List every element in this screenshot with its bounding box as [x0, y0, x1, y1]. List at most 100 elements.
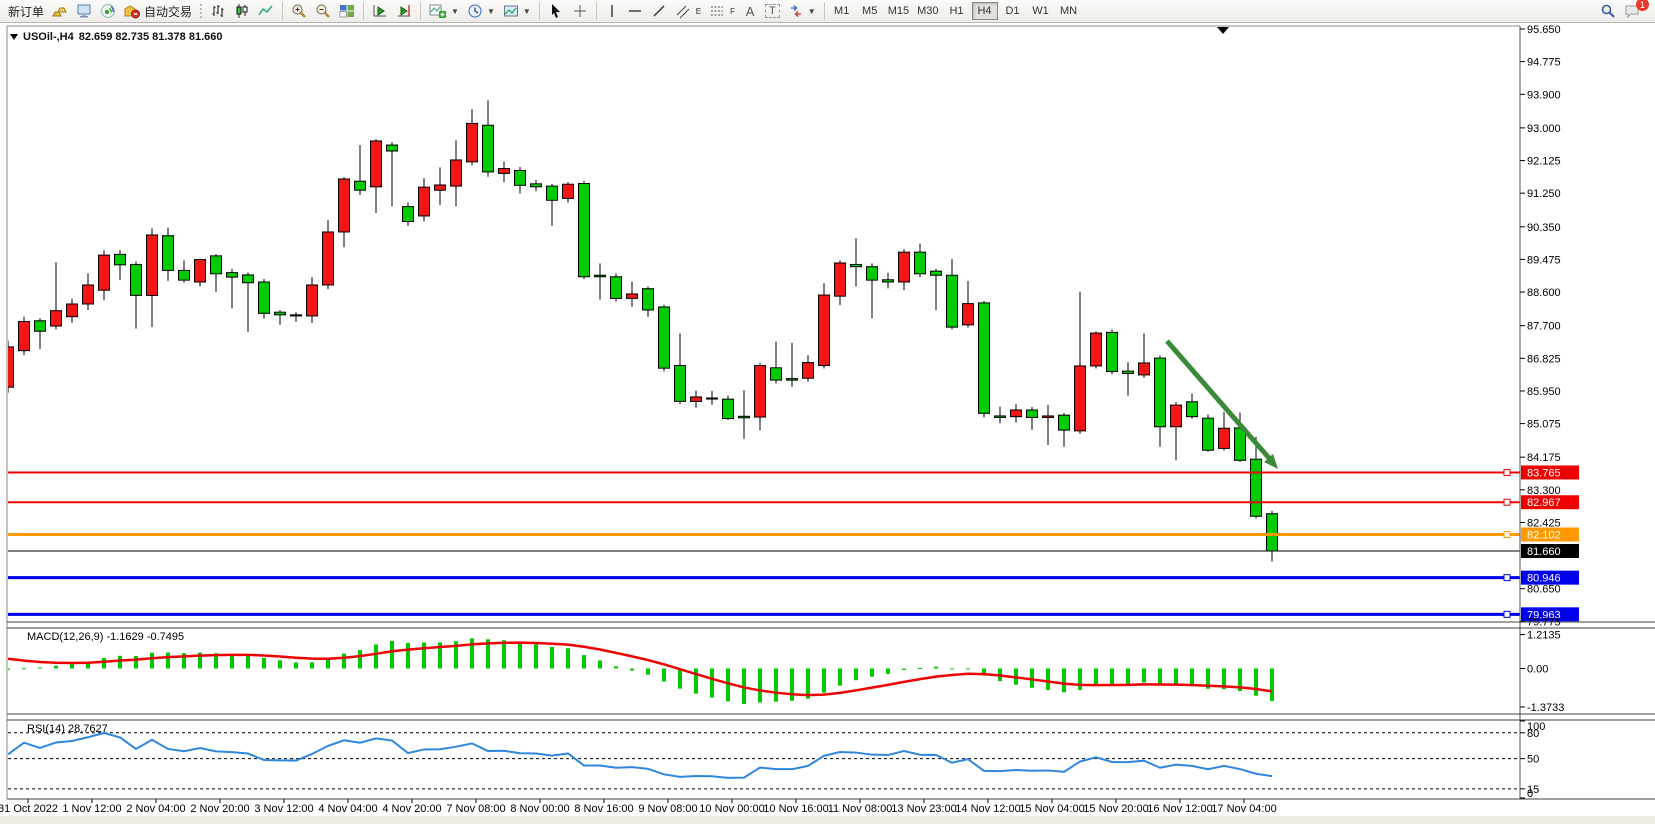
trendline-icon: [653, 5, 665, 17]
templates-button[interactable]: ▼: [499, 1, 535, 21]
timeframe-button-mn[interactable]: MN: [1059, 5, 1078, 17]
tile-windows-button[interactable]: [335, 1, 359, 21]
candle-body: [210, 255, 222, 275]
candle-body: [610, 276, 622, 299]
zoom-in-button[interactable]: [287, 1, 311, 21]
level-line-handle[interactable]: [1503, 531, 1511, 539]
candle-body: [1250, 458, 1262, 517]
candlestick-chart-button[interactable]: [230, 1, 254, 21]
macd-histogram-bar: [934, 666, 938, 669]
rsi-axis-label: 50: [1527, 754, 1539, 766]
candle-body: [466, 122, 478, 163]
chart-title-row[interactable]: USOil-,H4 82.659 82.735 81.378 81.660: [10, 31, 222, 43]
timeframe-button-m30[interactable]: M30: [917, 5, 939, 17]
candle-body: [1074, 365, 1086, 432]
crosshair-button[interactable]: [568, 1, 592, 21]
macd-axis-label: 0.00: [1527, 664, 1548, 676]
time-axis-label: 8 Nov 16:00: [574, 803, 633, 815]
equidistant-channel-button[interactable]: E: [671, 1, 705, 21]
tile-windows-icon: [339, 5, 355, 18]
time-axis-label: 14 Nov 12:00: [955, 803, 1020, 815]
price-tick-label: 84.175: [1527, 452, 1561, 464]
macd-histogram-bar: [1126, 668, 1130, 684]
candle-body: [754, 365, 766, 418]
text-button[interactable]: A: [739, 1, 761, 21]
timeframe-button-m1[interactable]: M1: [834, 5, 850, 17]
chat-button[interactable]: 1: [1620, 0, 1649, 21]
price-tick-label: 85.075: [1527, 419, 1561, 431]
text-label-button[interactable]: T: [761, 1, 784, 21]
signals-button[interactable]: [96, 1, 120, 21]
timeframe-button-m15[interactable]: M15: [887, 5, 910, 17]
price-tick-label: 94.775: [1527, 57, 1561, 69]
candle-body: [130, 263, 142, 296]
candle-body: [658, 306, 670, 369]
level-line-handle[interactable]: [1503, 610, 1511, 618]
price-tick-label: 93.900: [1527, 89, 1561, 101]
macd-histogram-bar: [822, 668, 826, 693]
timeframe-button-w1[interactable]: W1: [1032, 5, 1049, 17]
level-line-handle[interactable]: [1503, 468, 1511, 476]
chart-shift-marker[interactable]: [1217, 27, 1229, 34]
line-chart-button[interactable]: [254, 1, 278, 21]
new-order-button[interactable]: 新订单: [4, 1, 48, 21]
timeframe-button-h1[interactable]: H1: [949, 5, 964, 17]
macd-histogram-bar: [886, 668, 890, 674]
timeframe-button-d1[interactable]: D1: [1005, 5, 1020, 17]
periods-button[interactable]: ▼: [463, 1, 499, 21]
price-tick-label: 88.600: [1527, 287, 1561, 299]
level-line-handle[interactable]: [1503, 498, 1511, 506]
gold-ingots-icon[interactable]: [48, 1, 72, 21]
trendline-button[interactable]: [647, 1, 671, 21]
time-axis-label: 15 Nov 04:00: [1019, 803, 1084, 815]
macd-histogram-bar: [598, 660, 602, 669]
macd-histogram-bar: [278, 660, 282, 669]
autotrading-button[interactable]: 自动交易: [120, 1, 196, 21]
macd-layer: [8, 638, 1274, 704]
macd-histogram-bar: [614, 666, 618, 669]
macd-histogram-bar: [550, 646, 554, 669]
macd-histogram-bar: [710, 668, 714, 698]
collapse-triangle-icon[interactable]: [10, 34, 18, 40]
macd-histogram-bar: [1110, 668, 1114, 685]
candle-body: [306, 284, 318, 317]
trend-arrow-annotation[interactable]: [1165, 339, 1278, 469]
macd-histogram-bar: [1158, 668, 1162, 685]
macd-histogram-bar: [694, 668, 698, 694]
macd-histogram-bar: [1174, 668, 1178, 686]
bar-chart-button[interactable]: [206, 1, 230, 21]
candle-body: [882, 279, 894, 283]
arrows-button[interactable]: ▼: [784, 1, 820, 21]
cursor-button[interactable]: [544, 1, 568, 21]
terminal-monitor-button[interactable]: [72, 1, 96, 21]
candle-body: [258, 281, 270, 314]
timeframe-button-h4[interactable]: H4: [971, 2, 998, 20]
time-axis-label: 31 Oct 2022: [0, 803, 58, 815]
candle-body: [1202, 417, 1214, 451]
search-button[interactable]: [1596, 1, 1620, 21]
macd-histogram-bar: [118, 655, 122, 669]
indicators-button[interactable]: ▼: [425, 1, 463, 21]
macd-histogram-bar: [662, 668, 666, 682]
macd-histogram-bar: [902, 668, 906, 670]
horizontal-line-button[interactable]: [623, 1, 647, 21]
fibonacci-button[interactable]: F: [705, 1, 739, 21]
chart-shift-button[interactable]: [392, 1, 416, 21]
autoscroll-button[interactable]: [368, 1, 392, 21]
level-line-handle[interactable]: [1503, 574, 1511, 582]
notification-badge: 1: [1636, 0, 1649, 11]
vertical-line-button[interactable]: [601, 1, 623, 21]
price-tick-label: 90.350: [1527, 222, 1561, 234]
candle-body: [146, 234, 158, 296]
candle-body: [898, 251, 910, 283]
zoom-out-button[interactable]: [311, 1, 335, 21]
time-axis-label: 1 Nov 12:00: [62, 803, 121, 815]
time-axis-label: 15 Nov 20:00: [1083, 803, 1148, 815]
macd-histogram-bar: [166, 652, 170, 669]
add-indicator-icon: [429, 4, 447, 18]
chevron-down-icon: ▼: [486, 6, 495, 16]
timeframe-button-m5[interactable]: M5: [862, 5, 878, 17]
candle-body: [386, 144, 398, 152]
